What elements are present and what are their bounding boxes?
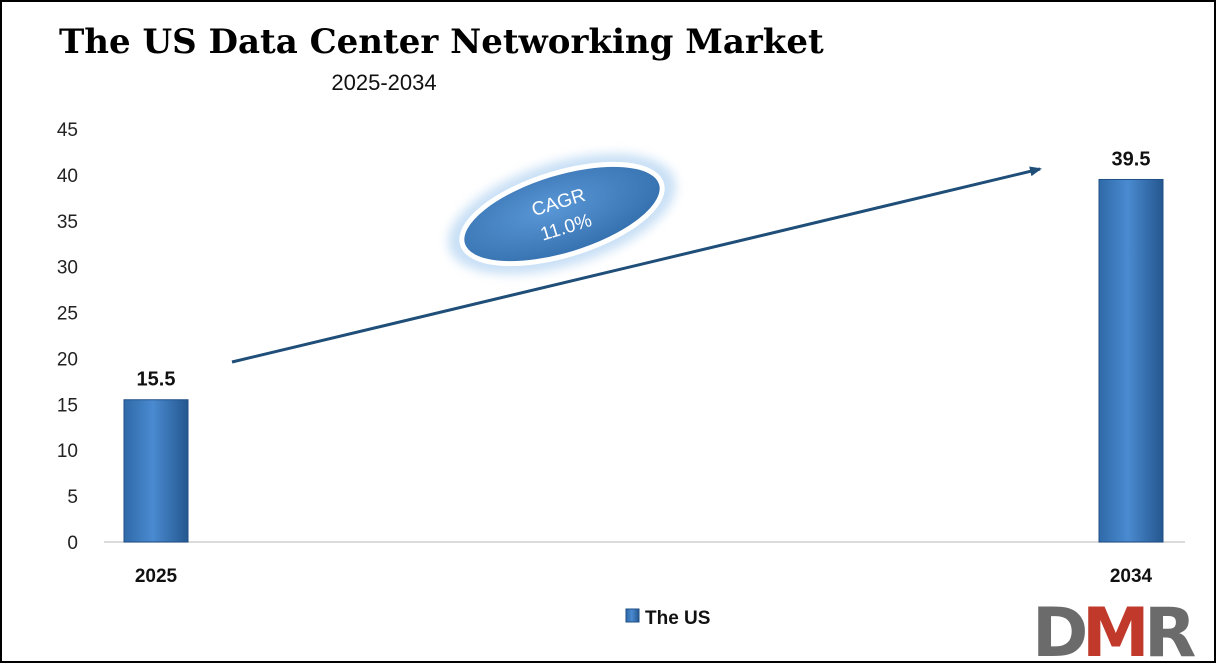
y-tick-label: 20 — [57, 349, 78, 370]
y-axis-ticks: 0 5 10 15 20 25 30 35 40 45 — [57, 120, 78, 554]
logo-letter-m: M — [1082, 594, 1150, 665]
y-tick-label: 45 — [57, 120, 78, 141]
legend: The US — [625, 608, 710, 629]
y-tick-label: 5 — [67, 487, 78, 508]
dmr-logo: D M R — [1032, 594, 1196, 665]
x-tick-label: 2034 — [1110, 566, 1153, 587]
y-tick-label: 10 — [57, 441, 78, 462]
logo-letter-d: D — [1032, 594, 1088, 665]
y-tick-label: 35 — [57, 212, 78, 233]
legend-swatch — [625, 608, 640, 623]
bar-2025 — [123, 399, 189, 543]
y-tick-label: 0 — [67, 533, 78, 554]
data-label-2025: 15.5 — [137, 369, 176, 391]
y-tick-label: 15 — [57, 395, 78, 416]
y-tick-label: 30 — [57, 258, 78, 279]
x-tick-label: 2025 — [135, 566, 178, 587]
data-label-2034: 39.5 — [1112, 148, 1151, 170]
category-labels-group: 2025 2034 — [135, 566, 1153, 587]
chart-title: The US Data Center Networking Market — [59, 22, 824, 62]
growth-arrow — [231, 166, 1042, 364]
cagr-ellipse — [459, 161, 665, 267]
logo-letter-r: R — [1144, 594, 1196, 665]
value-labels-group: 15.5 39.5 — [137, 148, 1151, 390]
legend-label: The US — [645, 608, 710, 629]
chart-subtitle: 2025-2034 — [331, 70, 436, 95]
y-tick-label: 40 — [57, 166, 78, 187]
cagr-badge: CAGR 11.0% — [448, 153, 676, 275]
bars-group — [123, 178, 1164, 543]
bar-2034 — [1098, 178, 1164, 543]
y-tick-label: 25 — [57, 304, 78, 325]
